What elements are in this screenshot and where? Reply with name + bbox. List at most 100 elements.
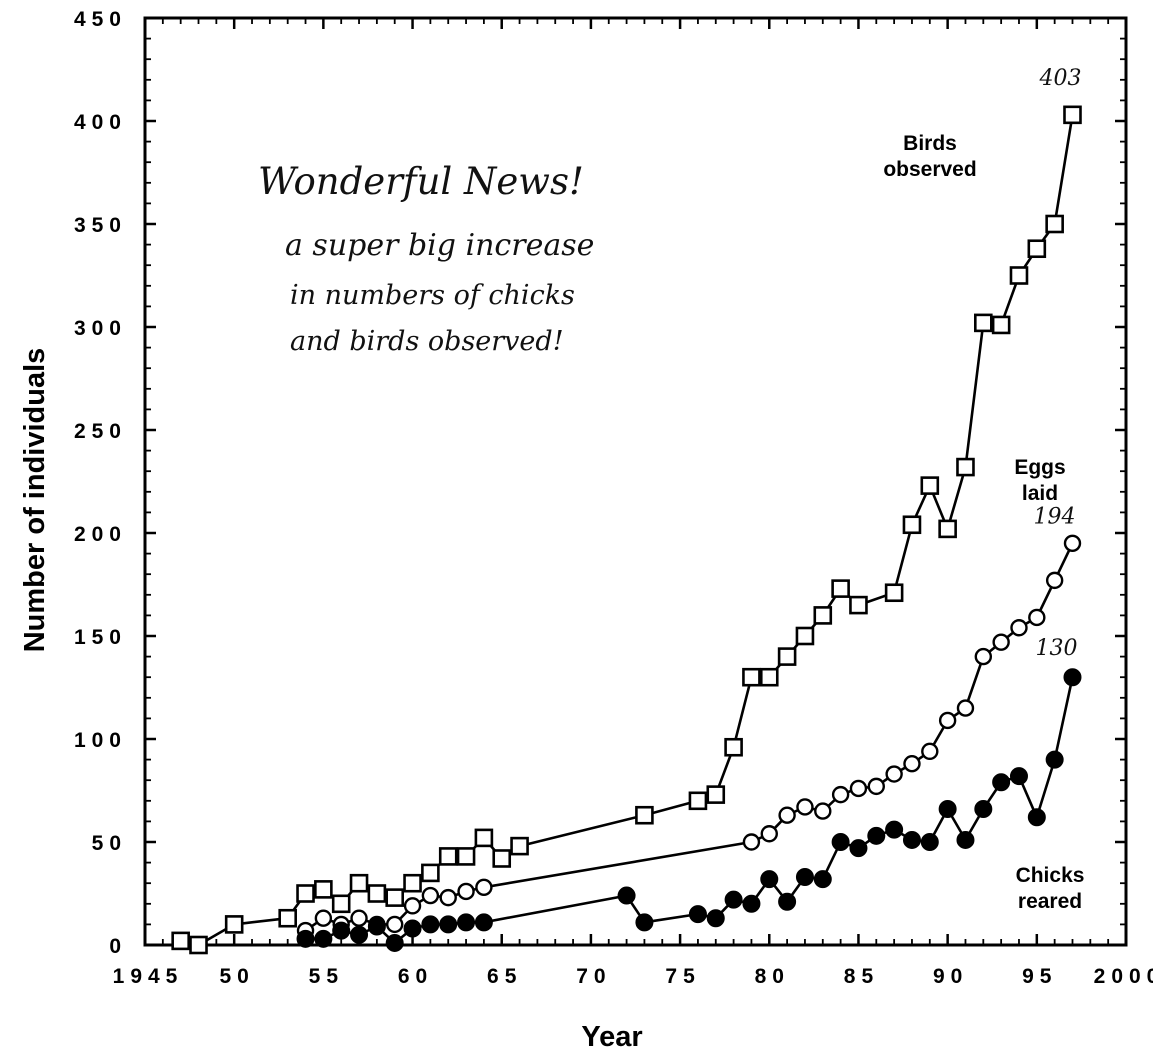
square-marker (189, 935, 208, 955)
circle-marker (421, 886, 440, 905)
y-tick-label: 250 (74, 420, 127, 443)
series-labels: Birds observed Eggs laid Chicks reared 403 194 1… (883, 66, 1084, 913)
filled-circle-marker (849, 839, 868, 858)
square-marker (278, 908, 297, 928)
square-marker (403, 873, 422, 893)
x-tick-label: 70 (576, 965, 611, 988)
handwritten-note: Wonderful News! a super big increase in nu… (258, 160, 594, 357)
circle-marker (457, 882, 475, 901)
square-marker (938, 519, 957, 539)
square-marker (991, 315, 1011, 335)
filled-circle-marker (421, 915, 440, 934)
filled-circle-marker (938, 800, 957, 819)
circle-marker (1028, 608, 1046, 627)
square-marker (920, 476, 940, 495)
filled-circle-marker (1045, 750, 1064, 769)
circle-marker (938, 711, 957, 730)
filled-circle-marker (974, 800, 993, 819)
filled-circle-marker (457, 913, 476, 932)
circle-marker (350, 909, 368, 927)
filled-circle-marker (992, 773, 1011, 792)
circle-marker (742, 833, 761, 851)
y-axis-title: Number of individuals (19, 348, 51, 653)
end-value-annotation: 130 (1035, 636, 1077, 661)
square-marker (474, 828, 494, 848)
filled-circle-marker (902, 830, 921, 849)
circle-marker (778, 806, 796, 824)
y-tick-label: 200 (74, 523, 127, 546)
filled-circle-marker (706, 909, 725, 928)
filled-circle-marker (867, 826, 886, 845)
end-value-annotation: 194 (1033, 504, 1075, 529)
filled-circle-marker (1063, 668, 1082, 687)
plot-border (143, 16, 1128, 947)
filled-circle-marker (813, 870, 832, 889)
x-tick-label: 60 (398, 965, 433, 988)
square-marker (759, 667, 779, 687)
circle-marker (386, 915, 404, 934)
square-marker (1009, 266, 1029, 285)
handwritten-note-line: a super big increase (285, 228, 594, 263)
square-marker (224, 915, 244, 934)
square-marker (902, 515, 922, 535)
square-marker (438, 847, 458, 866)
square-marker (724, 737, 743, 757)
square-marker (296, 884, 315, 903)
filled-circle-marker (474, 913, 493, 932)
filled-circle-marker (403, 919, 422, 938)
handwritten-note-line: Wonderful News! (258, 160, 584, 203)
square-marker (884, 583, 904, 603)
filled-circle-marker (439, 915, 458, 934)
series-1 (171, 105, 1082, 955)
handwritten-note-line: and birds observed! (290, 326, 564, 357)
filled-circle-marker (1027, 808, 1046, 827)
filled-circle-marker (724, 890, 743, 909)
filled-circle-marker (688, 905, 707, 924)
handwritten-note-line: in numbers of chicks (290, 280, 575, 311)
x-axis-title: Year (581, 1021, 642, 1053)
filled-circle-marker (367, 917, 386, 936)
series-label-line: laid (1022, 482, 1058, 505)
y-tick-label: 350 (74, 214, 127, 237)
square-marker (831, 579, 850, 598)
square-marker (849, 595, 868, 615)
square-marker (1027, 239, 1047, 259)
square-marker (777, 647, 797, 666)
x-tick-label: 85 (844, 965, 879, 988)
filled-circle-marker (742, 894, 761, 913)
x-tick-label: 65 (487, 965, 522, 988)
square-marker (795, 626, 815, 646)
square-marker (742, 667, 761, 687)
y-tick-label: 50 (92, 832, 127, 855)
circle-marker (403, 897, 422, 915)
series-3 (296, 668, 1082, 952)
square-marker (956, 457, 975, 477)
x-tick-label: 2000 (1094, 965, 1153, 988)
y-tick-label: 100 (74, 729, 127, 752)
circle-marker (1063, 534, 1082, 552)
x-tick-label: 80 (755, 965, 790, 988)
square-marker (706, 785, 726, 804)
x-tick-label: 75 (665, 965, 700, 988)
square-marker (349, 873, 369, 893)
circle-marker (814, 802, 832, 820)
circle-marker (867, 777, 885, 796)
filled-circle-marker (314, 929, 333, 948)
circle-marker (1045, 571, 1064, 590)
circle-marker (314, 909, 333, 927)
circle-marker (831, 785, 850, 804)
circle-marker (956, 699, 975, 717)
filled-circle-marker (350, 925, 369, 944)
filled-circle-marker (778, 892, 797, 911)
square-marker (171, 931, 190, 951)
square-marker (421, 863, 440, 883)
end-value-annotation: 403 (1038, 66, 1081, 91)
x-tick-label: 1945 (113, 965, 184, 988)
y-tick-label: 0 (109, 935, 127, 958)
y-tick-label: 400 (74, 111, 127, 134)
series-layer (171, 105, 1082, 955)
square-marker (635, 805, 654, 825)
series-label-line: Chicks (1016, 864, 1085, 887)
filled-circle-marker (885, 820, 904, 839)
